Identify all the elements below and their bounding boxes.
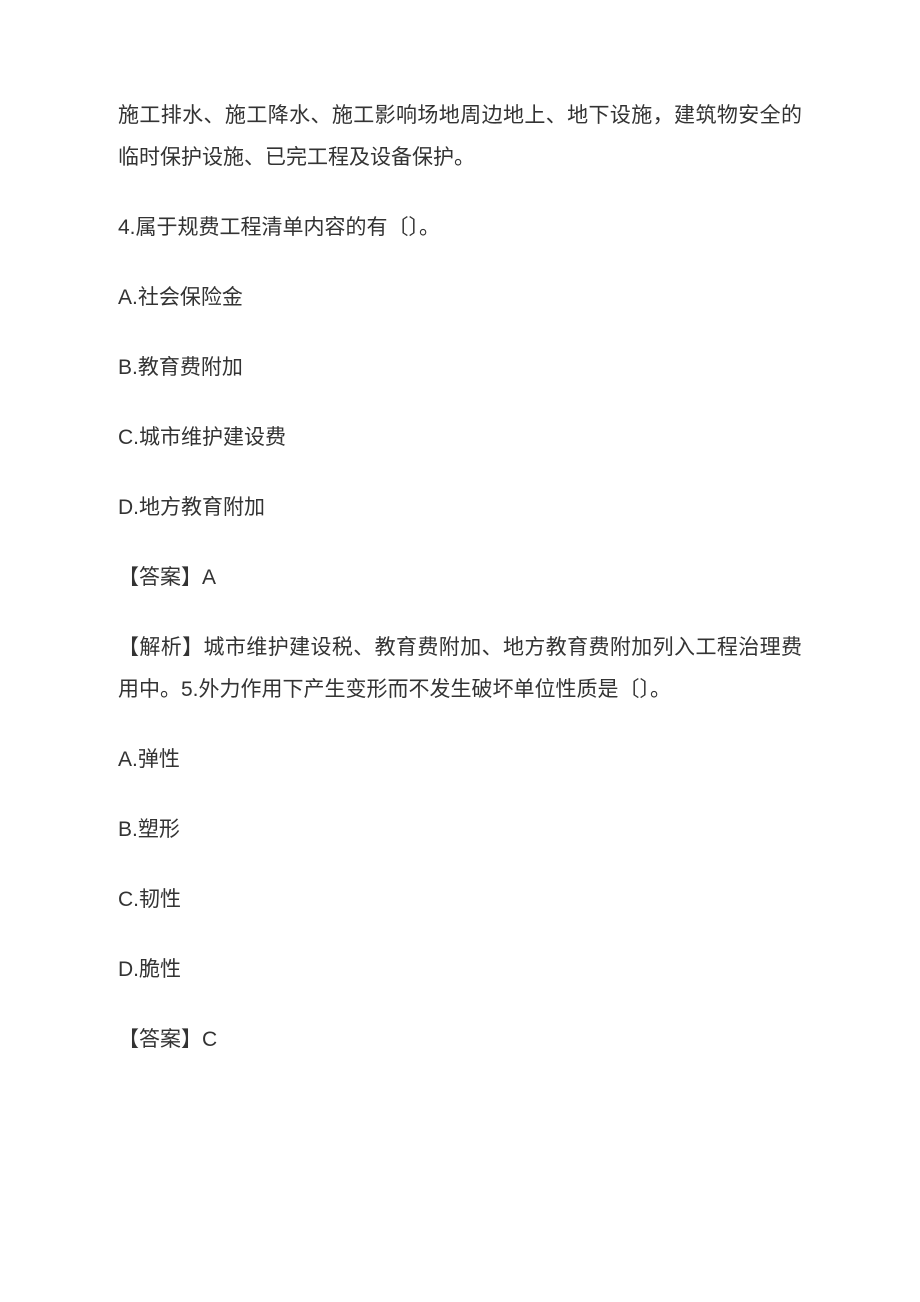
- q5-answer: 【答案】C: [118, 1019, 802, 1061]
- question-4: 4.属于规费工程清单内容的有〔〕。: [118, 207, 802, 249]
- intro-paragraph: 施工排水、施工降水、施工影响场地周边地上、地下设施，建筑物安全的临时保护设施、已…: [118, 95, 802, 179]
- q5-option-b: B.塑形: [118, 809, 802, 851]
- q4-option-c: C.城市维护建设费: [118, 417, 802, 459]
- q5-option-d: D.脆性: [118, 949, 802, 991]
- q5-option-a: A.弹性: [118, 739, 802, 781]
- q4-option-a: A.社会保险金: [118, 277, 802, 319]
- q5-option-c: C.韧性: [118, 879, 802, 921]
- q4-option-b: B.教育费附加: [118, 347, 802, 389]
- q4-option-d: D.地方教育附加: [118, 487, 802, 529]
- q4-answer: 【答案】A: [118, 557, 802, 599]
- q4-explanation-q5-question: 【解析】城市维护建设税、教育费附加、地方教育费附加列入工程治理费用中。5.外力作…: [118, 627, 802, 711]
